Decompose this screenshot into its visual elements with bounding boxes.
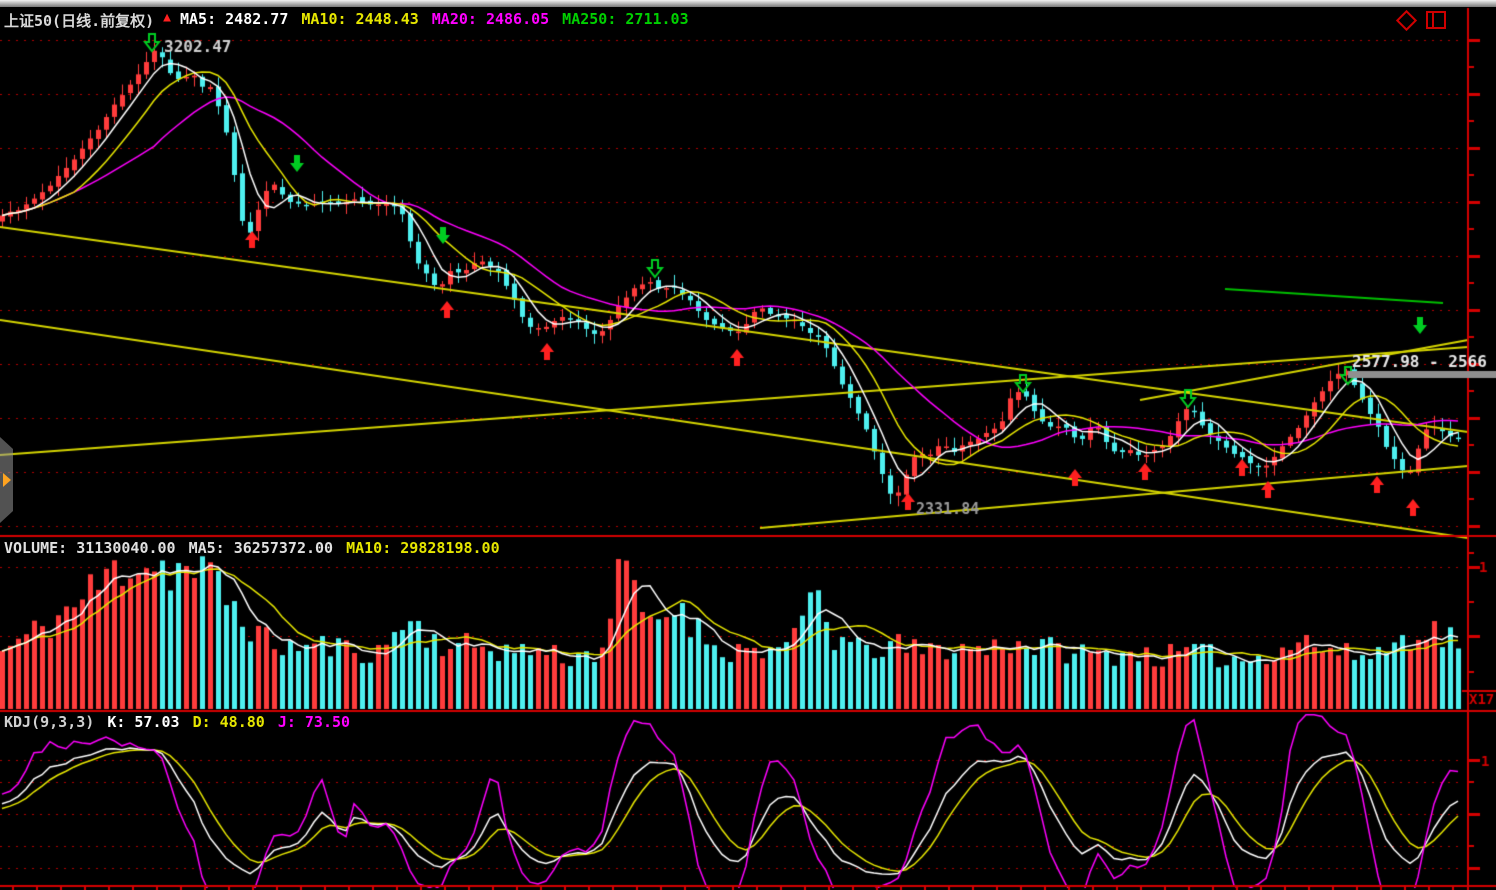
kdj-formula: KDJ(9,3,3) bbox=[4, 713, 95, 731]
symbol-title: 上证50(日线.前复权) bbox=[4, 12, 155, 30]
window-titlebar-edge bbox=[0, 0, 1496, 7]
kdj-pane-header: KDJ(9,3,3) K: 57.03 D: 48.80 J: 73.50 bbox=[4, 713, 350, 731]
ma250-value: MA250: 2711.03 bbox=[562, 10, 689, 28]
split-window-icon[interactable] bbox=[1426, 11, 1446, 29]
up-arrow-icon: ▲ bbox=[163, 10, 171, 25]
diamond-icon[interactable] bbox=[1395, 9, 1418, 32]
expand-arrow-icon bbox=[3, 473, 11, 487]
volume-ma10-value: MA10: 29828198.00 bbox=[346, 539, 500, 557]
ma20-value: MA20: 2486.05 bbox=[431, 10, 550, 28]
left-panel-expander[interactable] bbox=[0, 437, 13, 523]
kdj-k-value: K: 57.03 bbox=[107, 713, 180, 731]
volume-ma5-value: MA5: 36257372.00 bbox=[188, 539, 334, 557]
ma5-value: MA5: 2482.77 bbox=[179, 10, 289, 28]
volume-value: VOLUME: 31130040.00 bbox=[4, 539, 176, 557]
kdj-d-value: D: 48.80 bbox=[192, 713, 265, 731]
volume-pane-header: VOLUME: 31130040.00 MA5: 36257372.00 MA1… bbox=[4, 539, 500, 557]
ma10-value: MA10: 2448.43 bbox=[301, 10, 419, 28]
main-chart-header: 上证50(日线.前复权) ▲ MA5: 2482.77 MA10: 2448.4… bbox=[4, 10, 689, 31]
kdj-j-value: J: 73.50 bbox=[277, 713, 351, 731]
window-controls bbox=[1395, 9, 1446, 32]
